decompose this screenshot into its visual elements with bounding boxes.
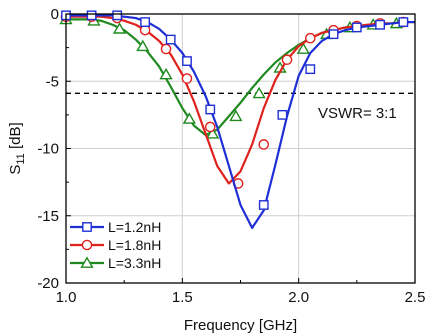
legend-label: L=3.3nH bbox=[108, 255, 161, 271]
data-point-square bbox=[398, 17, 409, 27]
data-point-circle bbox=[258, 139, 270, 150]
y-axis-label-main: S bbox=[7, 165, 24, 175]
data-point-triangle bbox=[252, 86, 266, 99]
data-point-square bbox=[375, 19, 385, 30]
data-point-square bbox=[165, 34, 176, 45]
data-point-square bbox=[140, 17, 151, 27]
axis-ticks bbox=[65, 13, 416, 284]
y-tick-label: -15 bbox=[37, 208, 59, 225]
data-point-triangle bbox=[159, 67, 173, 80]
y-tick-label: 0 bbox=[51, 6, 59, 23]
data-point-square bbox=[112, 10, 123, 21]
legend-label: L=1.8nH bbox=[108, 237, 161, 253]
x-tick-label: 1.0 bbox=[56, 289, 77, 306]
data-point-circle bbox=[160, 43, 172, 55]
data-point-triangle bbox=[112, 22, 127, 34]
y-tick-label: -20 bbox=[37, 275, 59, 292]
data-point-square bbox=[182, 56, 192, 66]
data-point-circle bbox=[181, 73, 193, 84]
y-tick-label: -10 bbox=[37, 141, 59, 158]
legend-label: L=1.2nH bbox=[108, 219, 161, 235]
y-axis-label-unit: [dB] bbox=[7, 122, 24, 153]
y-axis-label-subscript: 11 bbox=[15, 153, 27, 164]
legend-marker bbox=[82, 222, 92, 232]
series-line-circle bbox=[66, 15, 415, 185]
data-point-square bbox=[86, 10, 97, 21]
data-point-triangle bbox=[205, 127, 220, 139]
data-point-square bbox=[328, 29, 339, 40]
data-point-circle bbox=[204, 121, 216, 133]
series-circle bbox=[60, 11, 415, 189]
y-tick-label: -5 bbox=[46, 73, 59, 90]
data-point-triangle bbox=[136, 39, 150, 52]
legend-entry: L=1.2nH bbox=[70, 219, 161, 235]
data-point-circle bbox=[281, 54, 293, 66]
data-point-square bbox=[351, 22, 362, 33]
legend: L=1.2nH L=1.8nH L=3.3nH bbox=[70, 219, 161, 271]
legend-entry: L=3.3nH bbox=[70, 255, 161, 271]
data-point-triangle bbox=[296, 42, 310, 54]
vswr-annotation: VSWR= 3:1 bbox=[318, 105, 397, 122]
legend-marker bbox=[80, 256, 94, 268]
data-point-square bbox=[305, 64, 316, 75]
data-point-triangle bbox=[182, 112, 196, 124]
y-tick-labels: 0 -5 -10 -15 -20 bbox=[37, 6, 59, 292]
x-tick-labels: 1.0 1.5 2.0 2.5 bbox=[56, 289, 426, 306]
legend-entry: L=1.8nH bbox=[70, 237, 161, 253]
data-point-circle bbox=[304, 32, 316, 44]
x-tick-label: 2.0 bbox=[288, 289, 309, 306]
y-axis-label: S11 [dB] bbox=[7, 122, 27, 174]
data-point-square bbox=[205, 104, 216, 115]
data-point-square bbox=[258, 200, 269, 210]
x-axis-label: Frequency [GHz] bbox=[184, 317, 297, 334]
data-point-triangle bbox=[229, 109, 243, 122]
legend-marker bbox=[81, 239, 93, 251]
x-tick-label: 1.5 bbox=[172, 289, 193, 306]
x-tick-label: 2.5 bbox=[405, 289, 426, 306]
data-point-square bbox=[277, 109, 288, 120]
